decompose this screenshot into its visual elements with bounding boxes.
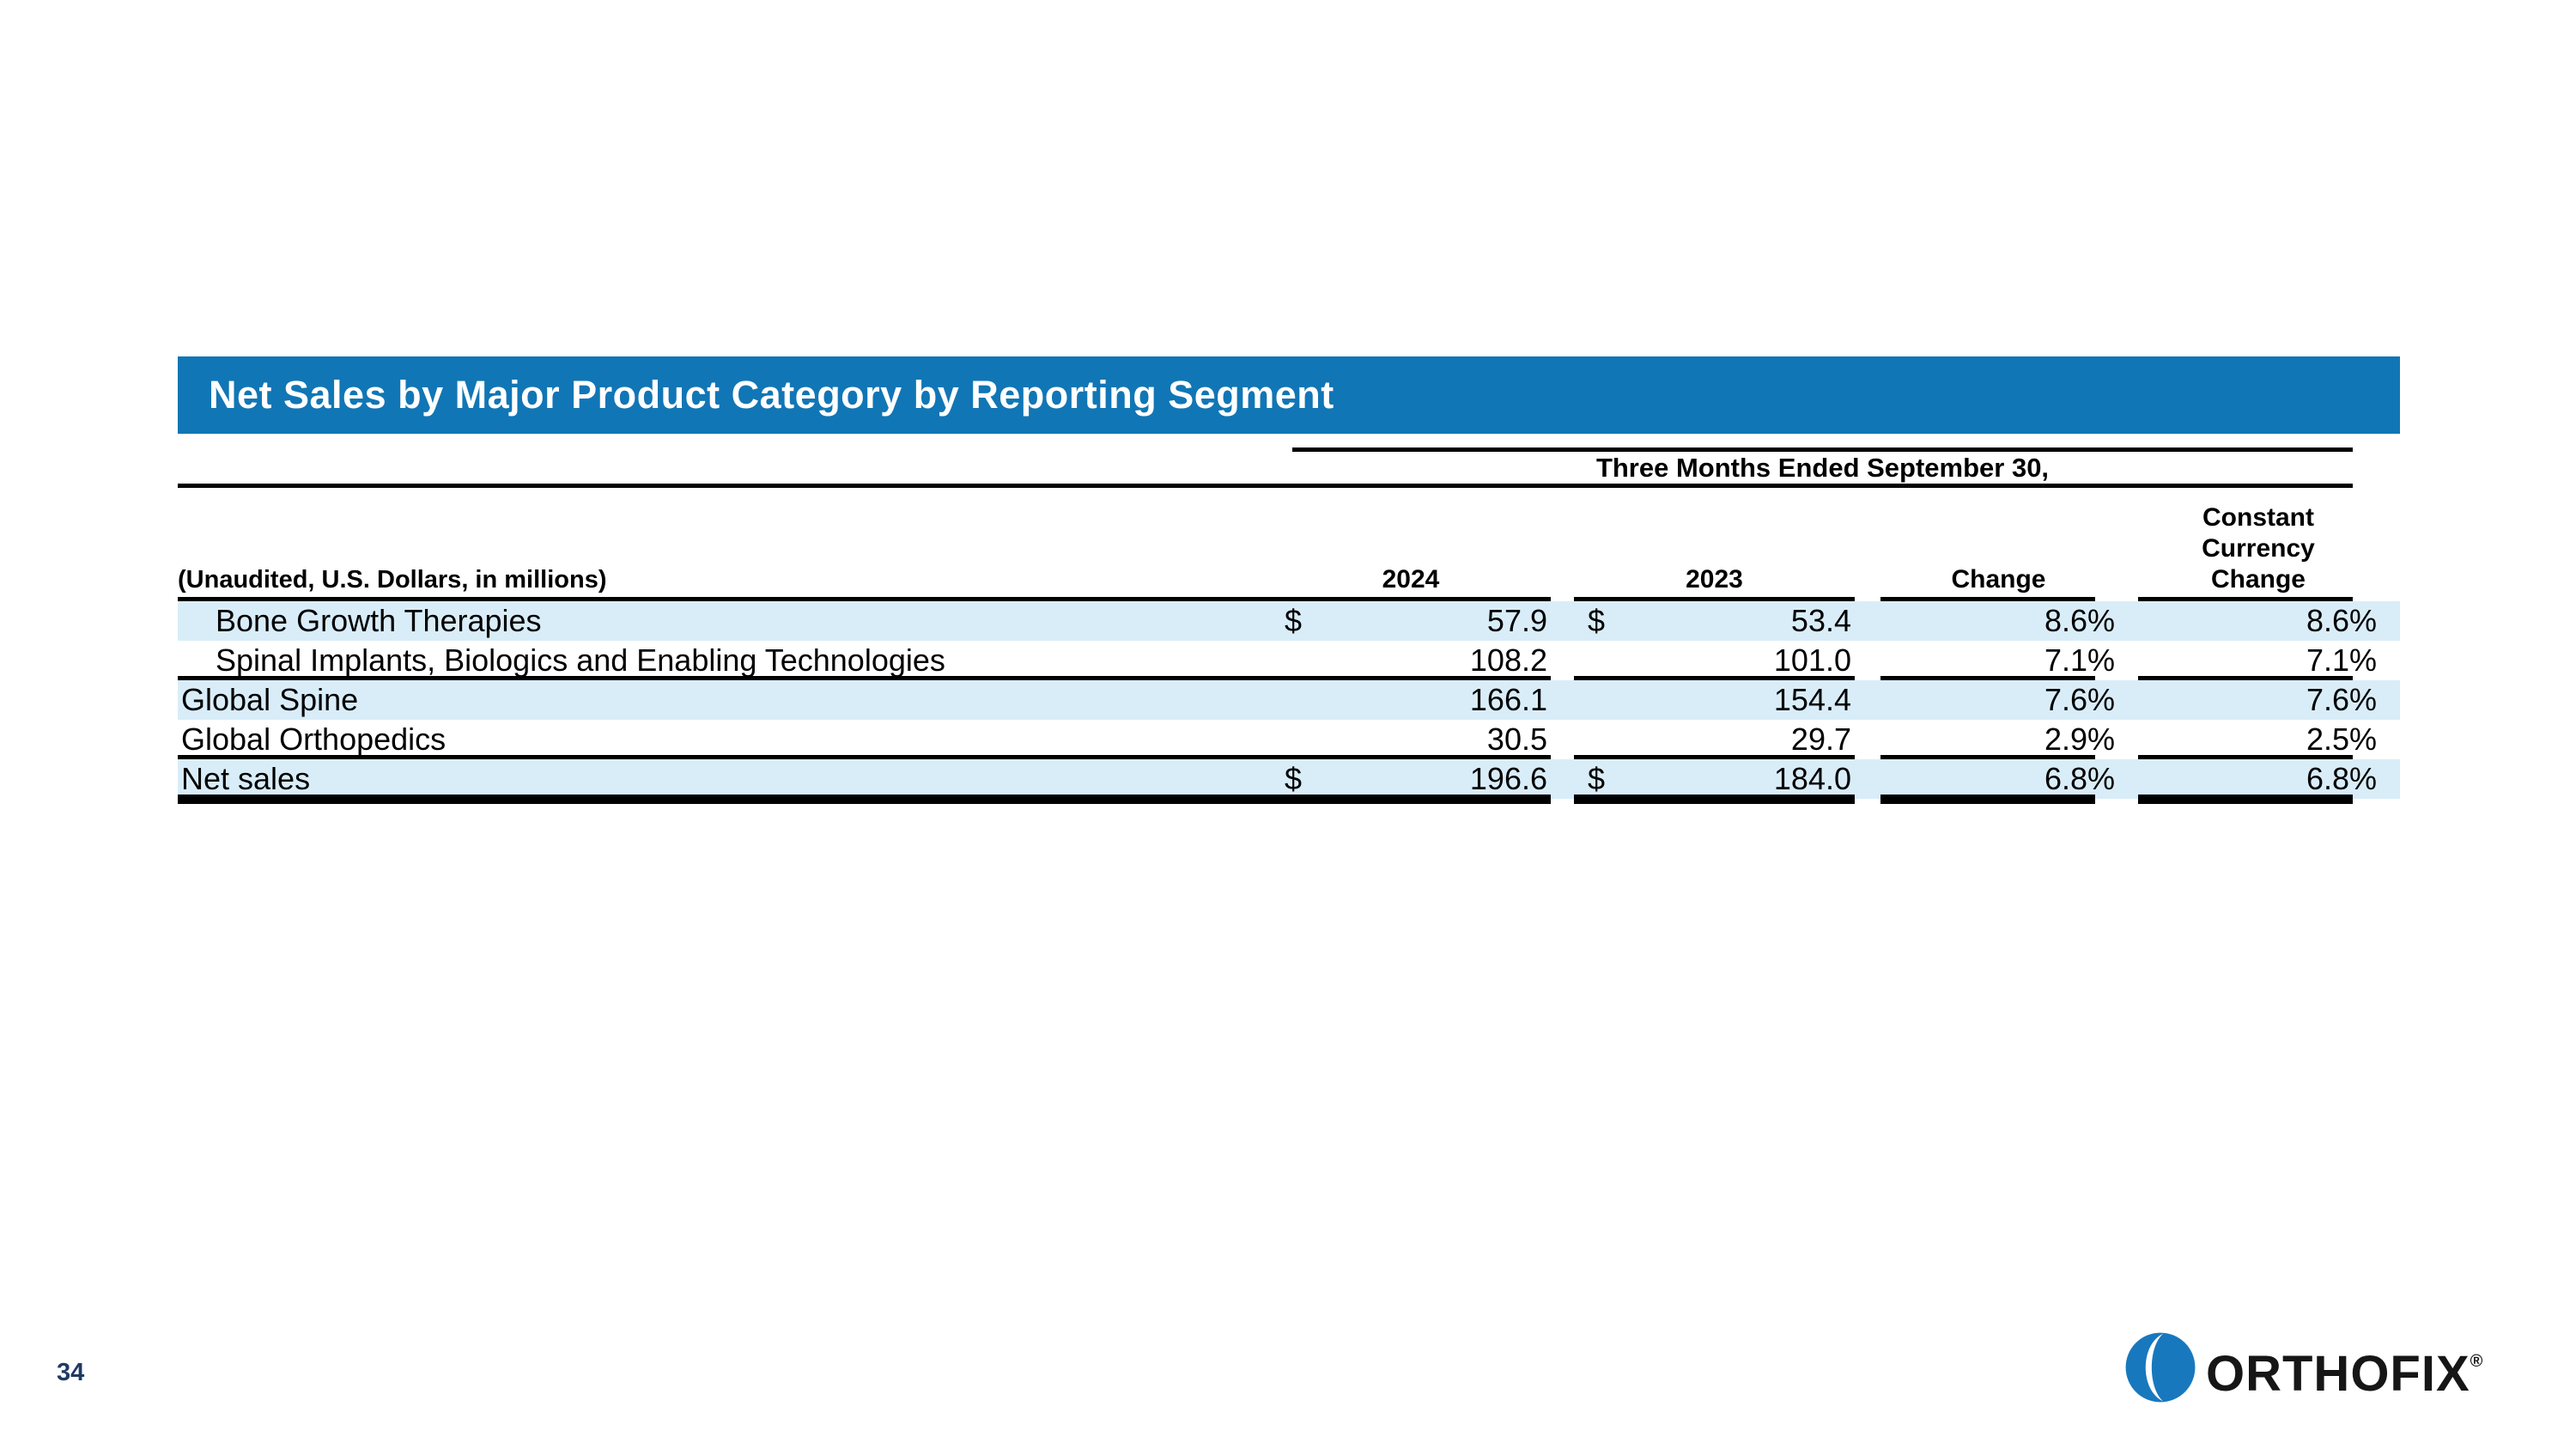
value-2023: 184.0 [1625, 759, 1855, 804]
orthofix-logo-icon [2125, 1332, 2196, 1403]
col-gap [2117, 720, 2138, 759]
dollar-sign-2023 [1574, 680, 1625, 720]
col-gap [2117, 488, 2138, 601]
col-header-2024: 2024 [1271, 488, 1551, 601]
col-gap [1855, 759, 1880, 799]
col-gap [2117, 641, 2138, 680]
col-gap [1551, 759, 1574, 799]
col-gap [2117, 759, 2138, 799]
table-grid: (Unaudited, U.S. Dollars, in millions) 2… [178, 488, 2400, 804]
value-cc-change: 6.8% [2138, 759, 2379, 804]
dollar-sign-2023 [1574, 720, 1625, 759]
row-label: Spinal Implants, Biologics and Enabling … [178, 641, 1271, 680]
cc-line-2: Currency [2202, 534, 2315, 563]
col-gap [1855, 641, 1880, 680]
col-header-change: Change [1880, 488, 2117, 601]
dollar-sign-2024 [1271, 720, 1322, 759]
dollar-sign-2024: $ [1271, 601, 1322, 641]
value-2024: 166.1 [1322, 680, 1551, 720]
row-label: Global Orthopedics [178, 720, 1271, 759]
row-label: Net sales [178, 759, 1271, 804]
header-rule [178, 484, 2353, 488]
value-2023: 154.4 [1625, 680, 1855, 720]
logo-wordmark: ORTHOFIX [2206, 1345, 2470, 1402]
unit-label: (Unaudited, U.S. Dollars, in millions) [178, 488, 1271, 601]
value-2024: 30.5 [1322, 720, 1551, 759]
col-gap [1855, 601, 1880, 641]
col-pad [2379, 601, 2400, 641]
col-gap [1551, 641, 1574, 680]
page-number: 34 [57, 1359, 85, 1386]
row-label: Global Spine [178, 680, 1271, 720]
value-2024: 196.6 [1322, 759, 1551, 804]
value-2023: 101.0 [1625, 641, 1855, 680]
orthofix-logo-text: ORTHOFIX® [2206, 1324, 2483, 1411]
col-gap [1855, 488, 1880, 601]
dollar-sign-2023: $ [1574, 601, 1625, 641]
value-cc-change: 8.6% [2138, 601, 2379, 641]
value-change: 2.9% [1880, 720, 2117, 759]
value-2023: 29.7 [1625, 720, 1855, 759]
col-gap [1855, 680, 1880, 720]
col-gap [2117, 601, 2138, 641]
dollar-sign-2024 [1271, 680, 1322, 720]
row-label: Bone Growth Therapies [178, 601, 1271, 641]
col-gap [1551, 488, 1574, 601]
orthofix-logo: ORTHOFIX® [2123, 1330, 2483, 1405]
col-pad [2379, 720, 2400, 759]
col-pad [2379, 680, 2400, 720]
col-header-2023: 2023 [1574, 488, 1855, 601]
col-pad [2379, 759, 2400, 799]
value-2024: 57.9 [1322, 601, 1551, 641]
col-gap [1551, 680, 1574, 720]
value-change: 7.1% [1880, 641, 2117, 680]
span-header-top-rule [1292, 447, 2353, 452]
dollar-sign-2023 [1574, 641, 1625, 680]
col-gap [1855, 720, 1880, 759]
value-change: 7.6% [1880, 680, 2117, 720]
col-pad [2379, 488, 2400, 601]
cc-line-3: Change [2210, 565, 2306, 594]
span-header: Three Months Ended September 30, [1595, 453, 2050, 483]
col-gap [1551, 601, 1574, 641]
cc-line-1: Constant [2202, 503, 2314, 532]
col-gap [1551, 720, 1574, 759]
value-2024: 108.2 [1322, 641, 1551, 680]
value-cc-change: 2.5% [2138, 720, 2379, 759]
dollar-sign-2023: $ [1574, 759, 1625, 804]
value-change: 6.8% [1880, 759, 2117, 804]
page-title: Net Sales by Major Product Category by R… [209, 373, 1334, 417]
col-pad [2379, 641, 2400, 680]
col-header-constant-currency-change: Constant Currency Change [2138, 488, 2379, 601]
title-bar: Net Sales by Major Product Category by R… [178, 356, 2400, 434]
value-cc-change: 7.1% [2138, 641, 2379, 680]
value-cc-change: 7.6% [2138, 680, 2379, 720]
dollar-sign-2024 [1271, 641, 1322, 680]
value-change: 8.6% [1880, 601, 2117, 641]
col-gap [2117, 680, 2138, 720]
registered-trademark-icon: ® [2470, 1351, 2484, 1371]
value-2023: 53.4 [1625, 601, 1855, 641]
net-sales-table: Three Months Ended September 30, (Unaudi… [178, 434, 2400, 837]
dollar-sign-2024: $ [1271, 759, 1322, 804]
